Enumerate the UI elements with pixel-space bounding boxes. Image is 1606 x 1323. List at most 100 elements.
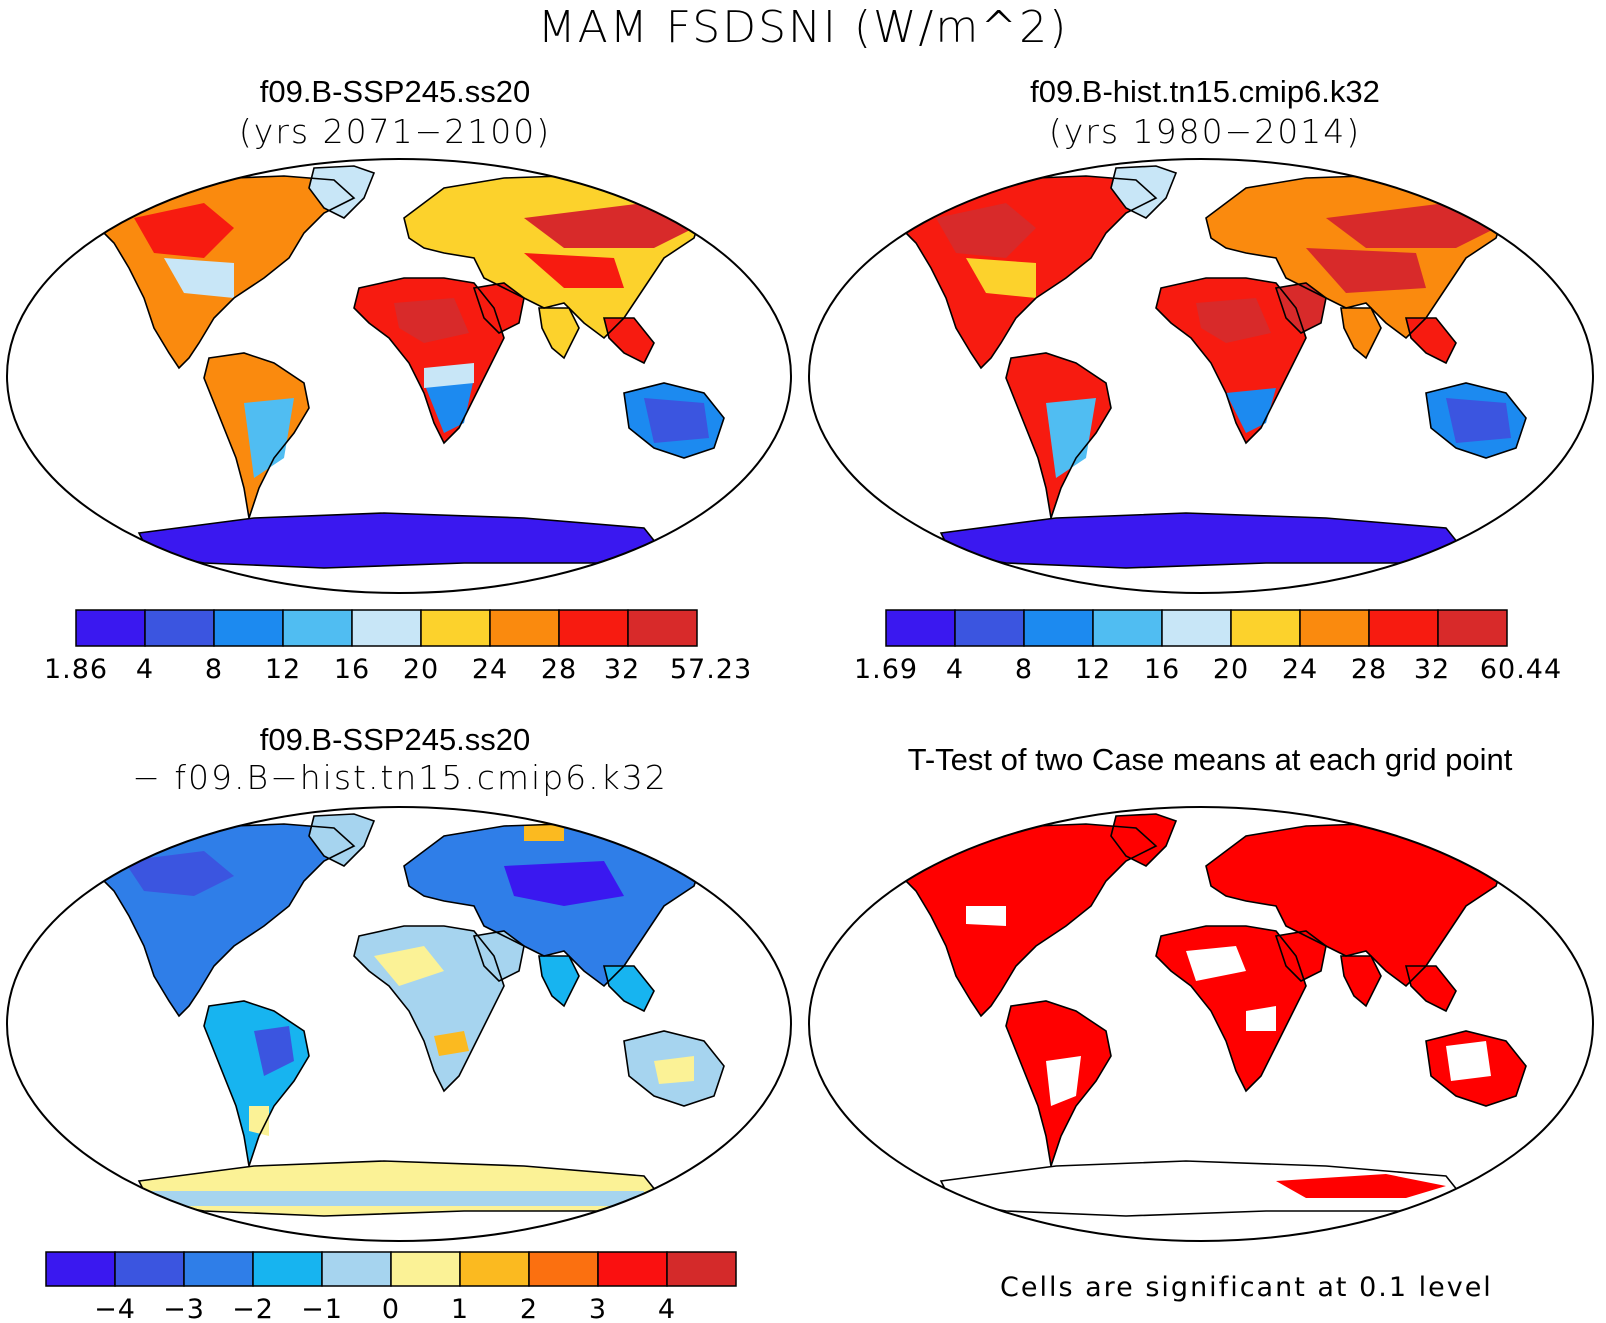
coastline-greenland bbox=[308, 165, 376, 219]
region-eurasia bbox=[404, 824, 704, 986]
coastline-northAmerica bbox=[97, 823, 356, 1018]
colorbar-tick-label: 28 bbox=[1351, 654, 1387, 685]
colorbar-tick-label: −1 bbox=[301, 1294, 343, 1323]
field-patch-5 bbox=[254, 1026, 294, 1076]
colorbar-tick-label: 0 bbox=[382, 1294, 400, 1323]
panel-hist-subtitle: (yrs 1980−2014) bbox=[1048, 112, 1362, 151]
colorbar-tick-label: 4 bbox=[658, 1294, 676, 1323]
field-patch-6 bbox=[424, 363, 474, 388]
coastline-arabia bbox=[1274, 282, 1327, 334]
colorbar-box-0 bbox=[75, 609, 146, 647]
coastline-india bbox=[538, 955, 580, 1008]
field-patch-5 bbox=[424, 378, 474, 433]
colorbar-box-3 bbox=[1092, 609, 1163, 647]
colorbar-box-4 bbox=[321, 1251, 392, 1287]
colorbar-tick-label: 60.44 bbox=[1480, 654, 1562, 685]
colorbar-hist: 1.69 4 8 12 16 20 24 28 32 60.44 bbox=[854, 609, 1562, 685]
colorbar-tick-label: 4 bbox=[136, 654, 154, 685]
map-frame bbox=[6, 158, 792, 594]
region-seAsia bbox=[1406, 318, 1456, 363]
coastline-australia bbox=[1425, 382, 1527, 459]
region-india bbox=[1341, 956, 1381, 1006]
coastline-australia bbox=[623, 1030, 725, 1107]
colorbar-box-1 bbox=[114, 1251, 185, 1287]
colorbar-tick-label: 8 bbox=[1015, 654, 1033, 685]
panel-ssp245-subtitle: (yrs 2071−2100) bbox=[238, 112, 552, 151]
colorbar-tick-label: 1.86 bbox=[44, 654, 108, 685]
coastline-africa bbox=[1155, 277, 1307, 445]
field-patch-2 bbox=[1246, 1006, 1276, 1031]
field-patch-8 bbox=[644, 398, 709, 443]
colorbar-box-1 bbox=[954, 609, 1025, 647]
panel-ssp245-title: f09.B-SSP245.ss20 bbox=[259, 74, 531, 109]
coastline-southAmerica bbox=[1005, 1000, 1112, 1167]
coastline-southAmerica bbox=[1005, 352, 1112, 519]
field-patch-2 bbox=[524, 821, 564, 841]
colorbar-box-0 bbox=[45, 1251, 116, 1287]
colorbar-tick-label: 32 bbox=[1414, 654, 1450, 685]
panel-hist-title: f09.B-hist.tn15.cmip6.k32 bbox=[1030, 74, 1380, 109]
region-seAsia bbox=[1406, 966, 1456, 1011]
coastline-seAsia bbox=[1404, 965, 1457, 1013]
field-patch-3 bbox=[374, 946, 444, 986]
field-patch-0 bbox=[936, 203, 1036, 258]
colorbar-tick-label: 32 bbox=[604, 654, 640, 685]
colorbar-box-3 bbox=[252, 1251, 323, 1287]
colorbar-box-6 bbox=[489, 609, 560, 647]
field-patch-6 bbox=[249, 1106, 269, 1136]
colorbar-box-2 bbox=[183, 1251, 254, 1287]
region-antarctica bbox=[139, 513, 664, 568]
colorbar-tick-label: 57.23 bbox=[670, 654, 752, 685]
map-frame bbox=[808, 806, 1594, 1242]
field-patch-4 bbox=[1196, 298, 1271, 343]
coastline-africa bbox=[353, 277, 505, 445]
coastline-india bbox=[1340, 307, 1382, 360]
colorbar-box-3 bbox=[282, 609, 353, 647]
colorbar-box-4 bbox=[1161, 609, 1232, 647]
colorbar-ssp245: 1.86 4 8 12 16 20 24 28 32 57.23 bbox=[44, 609, 752, 685]
colorbar-tick-label: 20 bbox=[1213, 654, 1249, 685]
colorbar-box-5 bbox=[390, 1251, 461, 1287]
field-patch-3 bbox=[524, 253, 624, 288]
colorbar-tick-label: −4 bbox=[94, 1294, 136, 1323]
map-hist bbox=[808, 158, 1594, 594]
significance-note: Cells are significant at 0.1 level bbox=[1000, 1272, 1493, 1303]
coastline-africa bbox=[1155, 925, 1307, 1093]
region-seAsia bbox=[604, 318, 654, 363]
field-patch-7 bbox=[654, 1056, 694, 1084]
field-patch-4 bbox=[434, 1031, 469, 1056]
coastline-northAmerica bbox=[899, 175, 1158, 370]
field-patch-1 bbox=[1186, 946, 1246, 981]
map-frame bbox=[6, 806, 792, 1242]
map-ttest bbox=[808, 806, 1594, 1242]
coastline-greenland bbox=[1110, 813, 1178, 867]
colorbar-tick-label: 3 bbox=[589, 1294, 607, 1323]
coastline-arabia bbox=[472, 282, 525, 334]
coastline-northAmerica bbox=[899, 823, 1158, 1018]
coastline-seAsia bbox=[602, 317, 655, 365]
colorbar-tick-label: 20 bbox=[403, 654, 439, 685]
colorbar-tick-label: 28 bbox=[541, 654, 577, 685]
panel-diff-subtitle: − f09.B−hist.tn15.cmip6.k32 bbox=[132, 758, 668, 797]
region-eurasia bbox=[1206, 824, 1506, 986]
colorbar-tick-label: 4 bbox=[946, 654, 964, 685]
field-patch-6 bbox=[1046, 398, 1096, 478]
colorbar-box-5 bbox=[420, 609, 491, 647]
colorbar-tick-label: 24 bbox=[1282, 654, 1318, 685]
field-patch-7 bbox=[1446, 398, 1511, 443]
coastline-southAmerica bbox=[203, 1000, 310, 1167]
field-patch-7 bbox=[244, 398, 294, 478]
coastline-southAmerica bbox=[203, 352, 310, 519]
colorbar-tick-label: 12 bbox=[265, 654, 301, 685]
map-diff bbox=[6, 806, 792, 1242]
colorbar-tick-label: 24 bbox=[472, 654, 508, 685]
colorbar-tick-label: 16 bbox=[1144, 654, 1180, 685]
field-patch-0 bbox=[1046, 1056, 1081, 1106]
field-patch-2 bbox=[524, 203, 694, 248]
colorbar-box-2 bbox=[213, 609, 284, 647]
coastline-india bbox=[538, 307, 580, 360]
colorbar-box-7 bbox=[558, 609, 629, 647]
coastline-india bbox=[1340, 955, 1382, 1008]
colorbar-box-8 bbox=[1437, 609, 1508, 647]
panel-diff-title: f09.B-SSP245.ss20 bbox=[259, 722, 531, 757]
